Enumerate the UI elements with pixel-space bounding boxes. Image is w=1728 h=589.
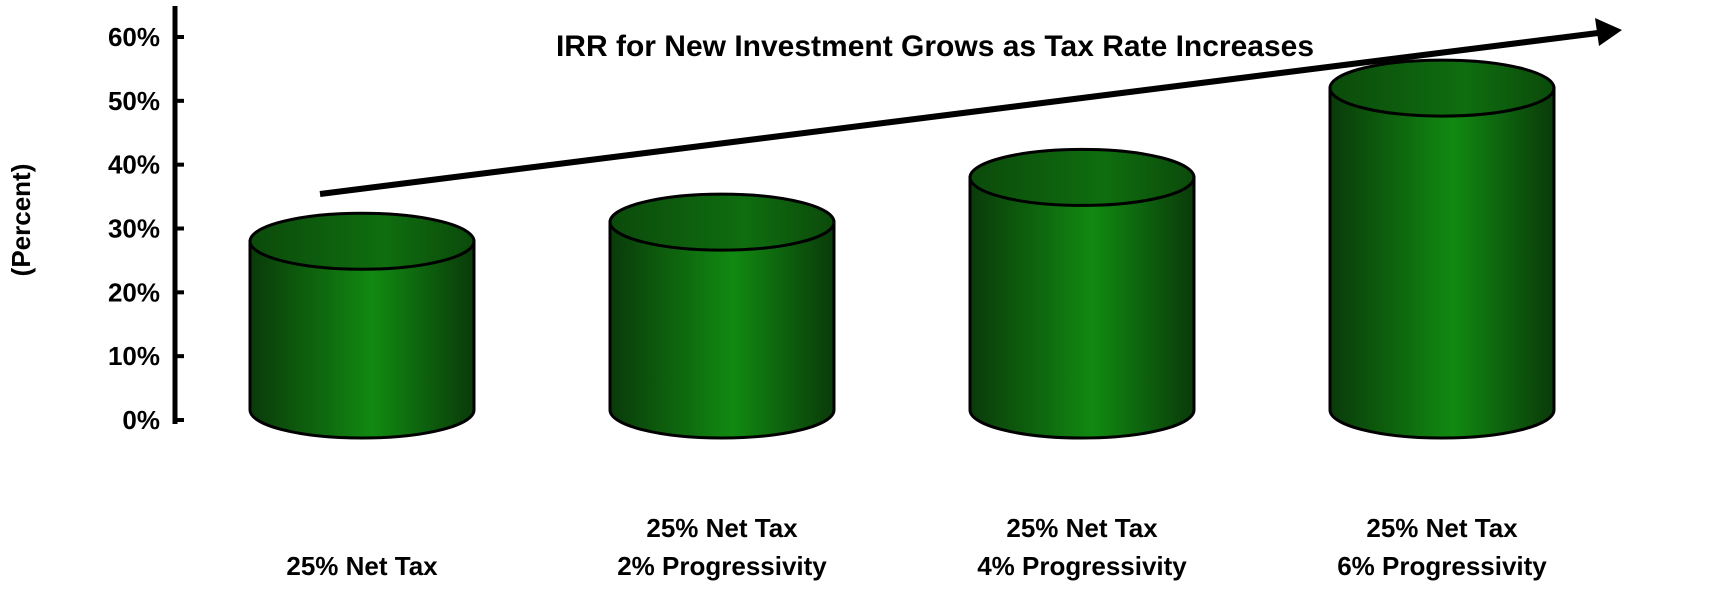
bar xyxy=(1328,58,1556,440)
y-tick-label: 30% xyxy=(108,214,160,244)
bar-body xyxy=(608,220,836,440)
annotation-group: IRR for New Investment Grows as Tax Rate… xyxy=(319,18,1622,197)
bar-top xyxy=(1328,58,1556,118)
category-label: 2% Progressivity xyxy=(617,551,827,581)
y-tick-label: 10% xyxy=(108,341,160,371)
trend-arrow-head xyxy=(1595,18,1622,46)
category-label: 25% Net Tax xyxy=(1366,513,1518,543)
bar-body xyxy=(1328,86,1556,440)
y-axis-title: (Percent) xyxy=(6,164,36,277)
bar xyxy=(968,147,1196,440)
bar-body xyxy=(968,175,1196,440)
category-label: 25% Net Tax xyxy=(646,513,798,543)
y-axis: 0% 10% 20% 30% 40% 50% 60% xyxy=(108,6,184,435)
bar-top xyxy=(248,211,476,271)
bar xyxy=(248,211,476,440)
annotation-text: IRR for New Investment Grows as Tax Rate… xyxy=(556,30,1314,63)
y-tick-label: 20% xyxy=(108,277,160,307)
category-label: 25% Net Tax xyxy=(1006,513,1158,543)
y-tick-label: 60% xyxy=(108,22,160,52)
category-label: 6% Progressivity xyxy=(1337,551,1547,581)
category-label: 25% Net Tax xyxy=(286,551,438,581)
trend-arrow-line xyxy=(319,30,1599,197)
category-label: 4% Progressivity xyxy=(977,551,1187,581)
bar xyxy=(608,192,836,440)
y-tick-label: 0% xyxy=(122,405,160,435)
y-tick-label: 50% xyxy=(108,86,160,116)
bars xyxy=(248,58,1556,440)
category-labels: 25% Net Tax 25% Net Tax 2% Progressivity 25… xyxy=(286,513,1547,581)
bar-top xyxy=(608,192,836,252)
bar-top xyxy=(968,147,1196,207)
bar-body xyxy=(248,239,476,440)
y-tick-label: 40% xyxy=(108,150,160,180)
